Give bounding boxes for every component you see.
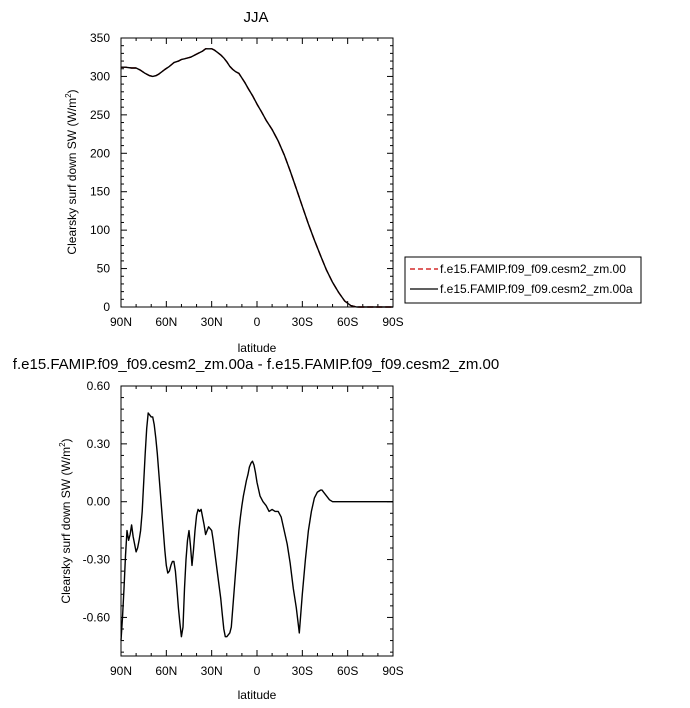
- x-tick-label: 0: [254, 664, 261, 678]
- y-tick-label: 0.30: [87, 437, 111, 451]
- top-y-tick-labels: 0 50 100 150 200 250 300 350: [90, 31, 110, 314]
- bottom-plot-frame: [120, 385, 394, 657]
- x-tick-label: 90S: [382, 315, 403, 329]
- x-tick-label: 30N: [201, 315, 223, 329]
- x-tick-label: 60N: [155, 315, 177, 329]
- top-series: [121, 48, 393, 308]
- legend-label-2: f.e15.FAMIP.f09_f09.cesm2_zm.00a: [440, 282, 633, 296]
- legend: f.e15.FAMIP.f09_f09.cesm2_zm.00 f.e15.FA…: [404, 256, 642, 304]
- y-tick-label: 0.00: [87, 495, 111, 509]
- y-tick-label: 100: [90, 223, 110, 237]
- bottom-y-axis-label: Clearsky surf down SW (W/m2): [58, 438, 73, 603]
- x-tick-label: 90S: [382, 664, 403, 678]
- x-tick-label: 90N: [110, 315, 132, 329]
- y-tick-label: 0: [103, 300, 110, 314]
- top-x-axis-label: latitude: [238, 341, 277, 355]
- bottom-title: f.e15.FAMIP.f09_f09.cesm2_zm.00a - f.e15…: [13, 356, 499, 373]
- y-tick-label: -0.30: [83, 553, 111, 567]
- top-y-axis-label: Clearsky surf down SW (W/m2): [64, 89, 79, 254]
- x-tick-label: 30S: [292, 664, 313, 678]
- x-tick-label: 60S: [337, 315, 358, 329]
- x-tick-label: 60N: [155, 664, 177, 678]
- y-tick-label: -0.60: [83, 610, 111, 624]
- top-plot-frame: [120, 37, 394, 308]
- y-tick-label: 50: [97, 262, 111, 276]
- bottom-series: [120, 412, 393, 641]
- panel-top: JJA 90N 60N 30N 0 30S 60S 90S 0 50 100 150 200 250 3…: [64, 9, 404, 355]
- legend-box: [404, 256, 642, 304]
- bottom-ticks: [120, 385, 394, 656]
- y-tick-label: 300: [90, 69, 110, 83]
- x-tick-label: 60S: [337, 664, 358, 678]
- y-tick-label: 200: [90, 146, 110, 160]
- x-tick-label: 30N: [201, 664, 223, 678]
- top-ticks: [120, 37, 394, 308]
- bottom-x-axis-label: latitude: [238, 688, 277, 702]
- x-tick-label: 30S: [292, 315, 313, 329]
- y-tick-label: 250: [90, 108, 110, 122]
- series-line-1: [120, 412, 393, 641]
- top-title: JJA: [243, 9, 268, 26]
- top-x-tick-labels: 90N 60N 30N 0 30S 60S 90S: [110, 315, 404, 329]
- bottom-y-tick-labels: -0.60 -0.30 0.00 0.30 0.60: [83, 379, 111, 624]
- series-line-1: [121, 48, 393, 308]
- y-tick-label: 150: [90, 185, 110, 199]
- legend-label-1: f.e15.FAMIP.f09_f09.cesm2_zm.00: [440, 262, 626, 276]
- y-tick-label: 350: [90, 31, 110, 45]
- x-tick-label: 90N: [110, 664, 132, 678]
- series-line-2: [121, 48, 393, 308]
- bottom-x-tick-labels: 90N 60N 30N 0 30S 60S 90S: [110, 664, 404, 678]
- y-tick-label: 0.60: [87, 379, 111, 393]
- x-tick-label: 0: [254, 315, 261, 329]
- panel-bottom: f.e15.FAMIP.f09_f09.cesm2_zm.00a - f.e15…: [13, 356, 499, 702]
